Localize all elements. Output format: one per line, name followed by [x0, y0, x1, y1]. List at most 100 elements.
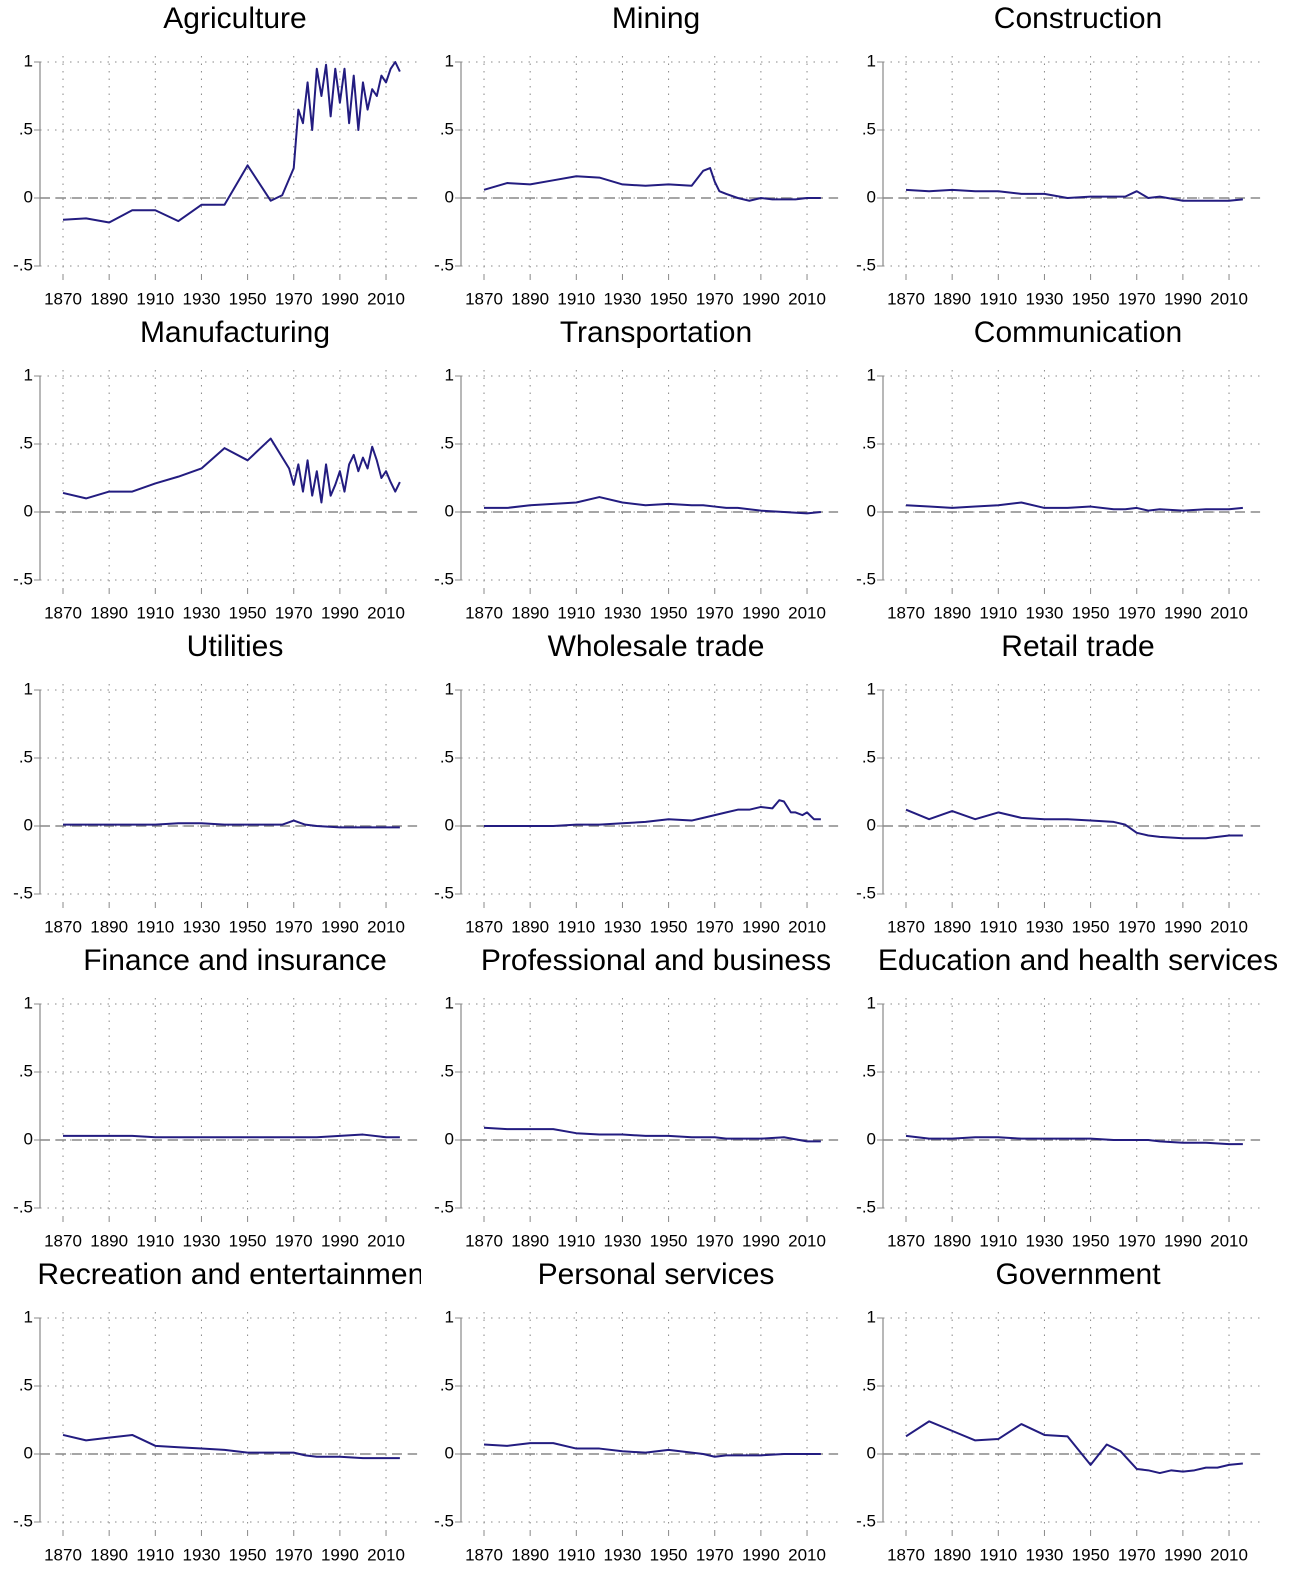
x-tick-label: 1910 [136, 1545, 174, 1564]
y-tick-label: .5 [862, 1061, 876, 1080]
data-line [905, 808, 1243, 840]
x-tick-label: 1990 [1164, 1231, 1202, 1250]
x-tick-label: 1890 [90, 603, 128, 622]
panel: Construction -.5 0 .5 1 1870 1890 1910 1930 1950 1… [856, 2, 1261, 308]
x-tick-label: 1890 [933, 1231, 971, 1250]
x-tick-label: 1870 [44, 1231, 82, 1250]
y-tick-label: -.5 [434, 1511, 454, 1530]
x-tick-label: 1890 [511, 1545, 549, 1564]
x-tick-label: 1930 [1026, 289, 1064, 308]
y-tick-label: -.5 [434, 255, 454, 274]
x-tick-label: 2010 [1210, 603, 1248, 622]
x-tick-label: 1990 [1164, 289, 1202, 308]
data-line [62, 1433, 400, 1460]
x-tick-label: 2010 [1210, 289, 1248, 308]
data-line [63, 819, 400, 829]
y-tick-label: 0 [867, 1443, 876, 1462]
x-tick-label: 1870 [465, 917, 503, 936]
panel-title: Personal services [538, 1258, 775, 1291]
x-tick-label: 1970 [1118, 1231, 1156, 1250]
y-tick-label: .5 [19, 1061, 33, 1080]
x-tick-label: 1950 [229, 1231, 267, 1250]
y-tick-label: .5 [862, 119, 876, 138]
data-line [484, 799, 821, 827]
y-tick-label: 0 [867, 187, 876, 206]
x-tick-label: 1870 [465, 289, 503, 308]
panel-title: Manufacturing [140, 316, 330, 349]
y-tick-label: 0 [445, 815, 454, 834]
x-tick-label: 1910 [136, 289, 174, 308]
y-tick-label: 0 [24, 187, 33, 206]
panel: Recreation and entertainment -.5 0 .5 1 1870 1… [13, 1258, 433, 1565]
data-line [905, 501, 1243, 512]
data-line [62, 437, 401, 504]
x-tick-label: 1990 [321, 1545, 359, 1564]
x-tick-label: 2010 [788, 603, 826, 622]
x-tick-label: 1930 [1026, 1545, 1064, 1564]
y-tick-label: 0 [867, 1129, 876, 1148]
x-tick-label: 1930 [183, 289, 221, 308]
x-tick-label: 2010 [367, 917, 405, 936]
x-tick-label: 1870 [887, 289, 925, 308]
y-tick-label: -.5 [13, 1511, 33, 1530]
x-tick-label: 1930 [604, 1231, 642, 1250]
y-tick-label: .5 [440, 433, 454, 452]
y-tick-label: 0 [24, 1443, 33, 1462]
x-tick-label: 1990 [742, 1231, 780, 1250]
x-tick-label: 1950 [229, 1545, 267, 1564]
x-tick-label: 1990 [321, 289, 359, 308]
y-tick-label: 1 [445, 365, 454, 384]
x-tick-label: 1950 [1072, 289, 1110, 308]
y-tick-label: 1 [445, 51, 454, 70]
x-tick-label: 1990 [321, 917, 359, 936]
x-tick-label: 1970 [696, 289, 734, 308]
panel: Wholesale trade -.5 0 .5 1 1870 1890 1910 1930 19… [434, 630, 839, 936]
x-tick-label: 1870 [44, 917, 82, 936]
data-line [905, 1134, 1243, 1146]
x-tick-label: 1910 [979, 917, 1017, 936]
x-tick-label: 1930 [1026, 917, 1064, 936]
x-tick-label: 1890 [933, 603, 971, 622]
panel-title: Mining [612, 2, 700, 35]
panel-title: Transportation [560, 316, 752, 349]
x-tick-label: 1910 [979, 603, 1017, 622]
data-line [484, 496, 821, 515]
x-tick-label: 1990 [321, 1231, 359, 1250]
y-tick-label: -.5 [13, 1197, 33, 1216]
x-tick-label: 1890 [511, 917, 549, 936]
y-tick-label: .5 [862, 1375, 876, 1394]
x-tick-label: 1930 [183, 603, 221, 622]
x-tick-label: 1930 [183, 1545, 221, 1564]
panel-title: Wholesale trade [548, 630, 765, 663]
x-tick-label: 1870 [887, 603, 925, 622]
x-tick-label: 1890 [90, 289, 128, 308]
x-tick-label: 1890 [933, 917, 971, 936]
x-tick-label: 1970 [696, 603, 734, 622]
y-tick-label: -.5 [434, 883, 454, 902]
x-tick-label: 1970 [696, 1231, 734, 1250]
x-tick-label: 1970 [1118, 289, 1156, 308]
x-tick-label: 2010 [1210, 917, 1248, 936]
x-tick-label: 1890 [933, 289, 971, 308]
x-tick-label: 1930 [183, 1231, 221, 1250]
y-tick-label: .5 [440, 747, 454, 766]
panel-title: Finance and insurance [83, 944, 387, 977]
y-tick-label: 0 [445, 501, 454, 520]
y-tick-label: .5 [19, 433, 33, 452]
panel: Education and health services -.5 0 .5 1 1870… [856, 944, 1278, 1251]
x-tick-label: 1890 [90, 917, 128, 936]
x-tick-label: 2010 [367, 289, 405, 308]
x-tick-label: 1910 [557, 1545, 595, 1564]
y-tick-label: -.5 [856, 569, 876, 588]
y-tick-label: 0 [24, 815, 33, 834]
x-tick-label: 1890 [933, 1545, 971, 1564]
x-tick-label: 1870 [887, 917, 925, 936]
panel-title: Recreation and entertainment [37, 1258, 433, 1291]
x-tick-label: 2010 [788, 1231, 826, 1250]
y-tick-label: 0 [867, 815, 876, 834]
x-tick-label: 1970 [275, 1545, 313, 1564]
x-tick-label: 1970 [275, 603, 313, 622]
panel: Agriculture -.5 0 .5 1 1870 1890 1910 1930 1950 19… [13, 2, 418, 308]
y-tick-label: 0 [445, 187, 454, 206]
